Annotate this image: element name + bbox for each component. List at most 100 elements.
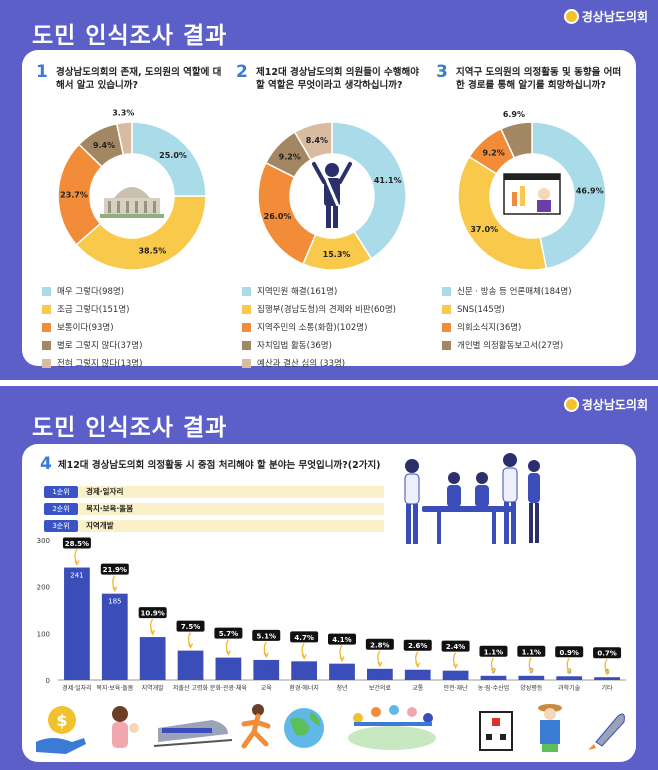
- donut-slice: [115, 121, 133, 156]
- bar-value-label: 43: [262, 664, 271, 672]
- arrow-icon: [490, 657, 497, 675]
- slice-label: 8.4%: [306, 136, 328, 145]
- legend-swatch: [242, 304, 251, 314]
- rank-row: 1순위 경제·일자리: [44, 484, 384, 499]
- legend-swatch: [242, 340, 251, 350]
- bar: [442, 670, 469, 680]
- legend-item: 지역주민의 소통(화합)(102명): [242, 318, 428, 336]
- x-tick-label: 복지·보육·돌봄: [96, 684, 133, 692]
- farmer-icon: [538, 704, 562, 752]
- donut-slice: [331, 121, 407, 260]
- survey-panel-bottom: 도민 인식조사 결과 경상남도의회 4 제12대 경상남도의회 의정활동 시 중…: [0, 386, 658, 770]
- legend-label: 개인별 의정활동보고서(27명): [457, 341, 564, 351]
- rank-label: 경제·일자리: [78, 485, 384, 498]
- legend-label: 신문 · 방송 등 언론매체(184명): [457, 287, 572, 297]
- percent-badge: [62, 537, 91, 549]
- percent-badge: [593, 647, 622, 659]
- donut-slice: [75, 195, 207, 271]
- percent-label: 1.1%: [484, 648, 503, 656]
- survey-panel-top: 도민 인식조사 결과 경상남도의회 1 경상남도의회의 존재, 도의원의 역할에…: [0, 0, 658, 380]
- bar-value-label: 92: [148, 641, 157, 649]
- question-number: 3: [436, 62, 448, 82]
- logo-text: 경상남도의회: [581, 10, 648, 24]
- bar-value-label: 20: [451, 675, 460, 683]
- slice-label: 15.3%: [323, 250, 351, 259]
- legend-item: 보통이다(93명): [42, 318, 228, 336]
- bar: [253, 659, 280, 680]
- rank-label: 복지·보육·돌봄: [78, 502, 384, 515]
- meeting-people-icon: [404, 453, 540, 544]
- donut-chart: 46.9% 37.0% 9.2% 6.9%: [457, 110, 607, 271]
- rank-tag: 1순위: [44, 485, 78, 498]
- x-tick-label: 청년: [336, 684, 347, 692]
- legend-label: 지역민원 해결(161명): [257, 287, 338, 297]
- percent-label: 5.1%: [257, 632, 276, 640]
- arrow-icon: [452, 652, 459, 670]
- family-icon: [112, 706, 139, 748]
- x-tick-label: 과학기술: [558, 684, 581, 692]
- earth-icon: [284, 708, 324, 748]
- y-tick-label: 300: [37, 537, 50, 545]
- rank-tag: 3순위: [44, 519, 78, 532]
- legend-label: 자치입법 활동(36명): [257, 341, 332, 351]
- percent-label: 10.9%: [141, 610, 165, 618]
- train-icon: [153, 720, 233, 747]
- legend-item: 집행부(경남도청)의 견제와 비판(60명): [242, 300, 428, 318]
- legend-swatch: [42, 286, 51, 296]
- slice-label: 25.0%: [159, 151, 187, 160]
- bar-value-label: 63: [186, 655, 195, 663]
- arrow-icon: [112, 575, 118, 593]
- percent-label: 4.7%: [294, 634, 313, 642]
- rank-tag: 2순위: [44, 502, 78, 515]
- x-tick-label: 저출산 고령화: [173, 684, 209, 692]
- rocket-icon: [588, 713, 625, 750]
- percent-label: 0.7%: [597, 650, 616, 658]
- question-4: 4 제12대 경상남도의회 의정활동 시 중점 처리해야 할 분야는 무엇입니까…: [40, 454, 381, 474]
- x-tick-label: 교육: [261, 685, 273, 692]
- x-tick-label: 농·림·수산업: [478, 684, 509, 692]
- percent-badge: [138, 607, 167, 619]
- page-title: 도민 인식조사 결과: [32, 23, 228, 49]
- arrow-icon: [339, 645, 345, 663]
- bar-chart: 0 100 200 300 241 28.5% 경제·일자리 185 21.9% 복지·보육·돌봄…: [37, 537, 626, 692]
- legend-item: 지역민원 해결(161명): [242, 282, 428, 300]
- arrow-icon: [74, 549, 80, 566]
- percent-badge: [290, 631, 319, 643]
- x-tick-label: 기타: [602, 684, 614, 692]
- running-person-icon: [241, 704, 271, 749]
- legend-item: 자치입법 활동(36명): [242, 336, 428, 354]
- svg-text:$: $: [56, 711, 67, 730]
- arrow-icon: [225, 639, 231, 657]
- legend-item: 예산과 결산 심의 (33명): [242, 354, 428, 372]
- slice-label: 9.4%: [93, 141, 115, 150]
- percent-label: 2.8%: [370, 641, 389, 649]
- legend-item: SNS(145명): [442, 300, 628, 318]
- bar: [215, 657, 242, 680]
- question-text: 제12대 경상남도의회 의원들이 수행해야 할 역할은 무엇이라고 생각하십니까…: [256, 67, 419, 91]
- legend-item: 조금 그렇다(151명): [42, 300, 228, 318]
- question-text: 경상남도의회의 존재, 도의원의 역할에 대해서 알고 있습니까?: [56, 67, 222, 91]
- legend-swatch: [42, 304, 51, 314]
- arrow-icon: [528, 657, 534, 675]
- x-tick-label: 경제·일자리: [62, 684, 92, 692]
- percent-label: 21.9%: [103, 566, 127, 574]
- bar: [556, 676, 583, 680]
- legend-item: 개인별 의정활동보고서(27명): [442, 336, 628, 354]
- donut-chart: 41.1% 15.3% 26.0% 9.2% 8.4%: [257, 121, 407, 271]
- slice-label: 46.9%: [576, 186, 604, 195]
- legend-label: 집행부(경남도청)의 견제와 비판(60명): [257, 305, 396, 315]
- slice-label: 41.1%: [374, 176, 402, 185]
- arrow-icon: [415, 651, 421, 669]
- chart-legend: 지역민원 해결(161명) 집행부(경남도청)의 견제와 비판(60명) 지역주민의…: [242, 282, 428, 372]
- legend-label: 지역주민의 소통(화합)(102명): [257, 323, 368, 333]
- rank-label: 지역개발: [78, 519, 384, 532]
- question-number: 4: [40, 454, 52, 474]
- percent-label: 2.6%: [408, 642, 427, 650]
- percent-badge: [100, 563, 129, 575]
- rank-row: 2순위 복지·보육·돌봄: [44, 501, 384, 516]
- legend-item: 신문 · 방송 등 언론매체(184명): [442, 282, 628, 300]
- percent-label: 5.7%: [219, 630, 238, 638]
- x-tick-label: 안전·재난: [444, 684, 468, 692]
- legend-label: 별로 그렇지 않다(37명): [57, 341, 143, 351]
- donut-chart: 25.0% 38.5% 23.7% 9.4% 3.3%: [57, 108, 207, 271]
